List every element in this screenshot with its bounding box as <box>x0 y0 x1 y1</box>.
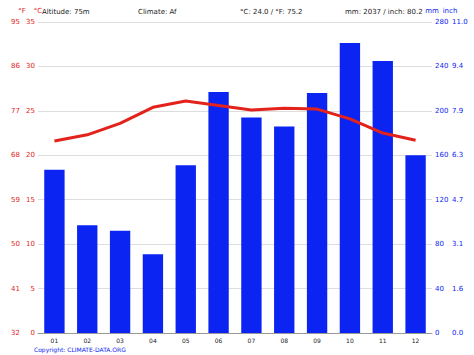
svg-text:05: 05 <box>182 337 190 344</box>
svg-text:Climate: Af: Climate: Af <box>138 8 177 16</box>
svg-text:mm: mm <box>425 7 439 15</box>
svg-text:7.9: 7.9 <box>452 107 463 115</box>
svg-text:01: 01 <box>51 337 59 344</box>
svg-text:86: 86 <box>11 62 20 70</box>
svg-text:02: 02 <box>83 337 91 344</box>
svg-text:1.6: 1.6 <box>452 285 464 293</box>
svg-text:30: 30 <box>26 62 35 70</box>
svg-text:68: 68 <box>11 151 20 159</box>
svg-text:41: 41 <box>11 285 20 293</box>
svg-text:°C: 24.0 / °F: 75.2: °C: 24.0 / °F: 75.2 <box>240 8 303 16</box>
svg-text:03: 03 <box>116 337 124 344</box>
svg-text:50: 50 <box>11 240 20 248</box>
svg-text:80: 80 <box>435 240 444 248</box>
svg-text:12: 12 <box>412 337 420 344</box>
svg-text:59: 59 <box>11 196 20 204</box>
svg-text:35: 35 <box>26 18 35 26</box>
svg-text:°C: °C <box>34 7 43 15</box>
svg-text:280: 280 <box>435 18 448 26</box>
svg-text:10: 10 <box>26 240 35 248</box>
svg-text:inch: inch <box>443 7 458 15</box>
svg-text:07: 07 <box>248 337 256 344</box>
svg-text:0: 0 <box>31 329 35 337</box>
svg-text:11.0: 11.0 <box>452 18 468 26</box>
svg-text:95: 95 <box>11 18 20 26</box>
svg-text:160: 160 <box>435 151 448 159</box>
svg-text:20: 20 <box>26 151 35 159</box>
svg-text:09: 09 <box>313 337 321 344</box>
svg-text:3.1: 3.1 <box>452 240 463 248</box>
svg-text:°F: °F <box>18 7 26 15</box>
svg-text:32: 32 <box>11 329 20 337</box>
svg-text:11: 11 <box>379 337 387 344</box>
svg-text:08: 08 <box>280 337 288 344</box>
svg-text:120: 120 <box>435 196 448 204</box>
svg-text:10: 10 <box>346 337 354 344</box>
svg-text:Copyright: CLIMATE-DATA.ORG: Copyright: CLIMATE-DATA.ORG <box>34 346 126 354</box>
svg-text:77: 77 <box>11 107 20 115</box>
svg-text:6.3: 6.3 <box>452 151 463 159</box>
svg-text:15: 15 <box>26 196 35 204</box>
svg-text:mm: 2037 / inch: 80.2: mm: 2037 / inch: 80.2 <box>345 8 423 16</box>
svg-text:240: 240 <box>435 62 448 70</box>
svg-text:5: 5 <box>31 285 35 293</box>
svg-text:9.4: 9.4 <box>452 62 464 70</box>
svg-text:40: 40 <box>435 285 444 293</box>
svg-text:Altitude: 75m: Altitude: 75m <box>42 8 90 16</box>
svg-text:25: 25 <box>26 107 35 115</box>
svg-text:200: 200 <box>435 107 448 115</box>
svg-text:04: 04 <box>149 337 157 344</box>
svg-text:06: 06 <box>215 337 223 344</box>
svg-text:0: 0 <box>435 329 439 337</box>
svg-text:0.0: 0.0 <box>452 329 463 337</box>
svg-text:4.7: 4.7 <box>452 196 463 204</box>
